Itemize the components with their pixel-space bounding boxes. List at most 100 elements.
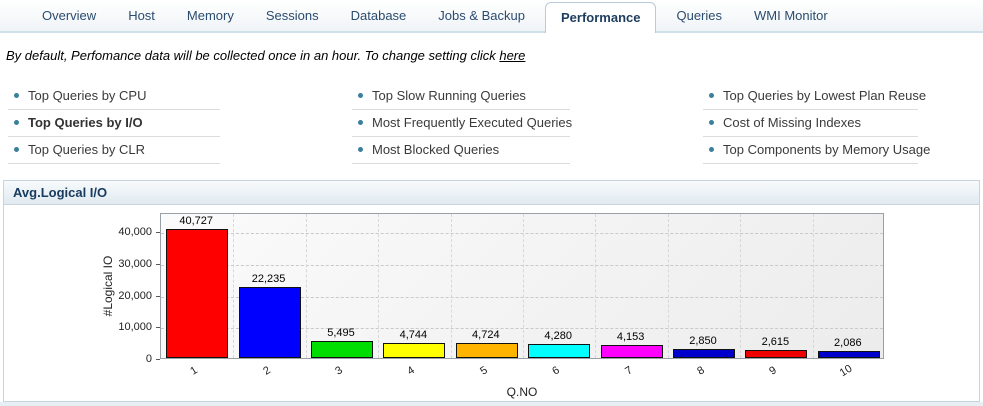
tab-jobs-backup[interactable]: Jobs & Backup	[438, 8, 525, 23]
x-tick-label: 10	[837, 362, 855, 380]
quick-link-cost-of-missing-indexes[interactable]: Cost of Missing Indexes	[703, 110, 918, 137]
chart-panel: Avg.Logical I/O 0 10,000 20,000 30,000 40,00…	[3, 180, 980, 402]
bullet-icon	[709, 147, 714, 152]
bar-q10[interactable]	[817, 351, 880, 358]
quick-link-label: Most Blocked Queries	[372, 142, 500, 157]
quick-link-label: Top Queries by CLR	[28, 142, 146, 157]
quick-link-label: Most Frequently Executed Queries	[372, 115, 573, 130]
bar-q2[interactable]	[238, 287, 301, 358]
tab-queries[interactable]: Queries	[676, 8, 723, 23]
bullet-icon	[358, 147, 363, 152]
gridline-vertical	[523, 214, 524, 358]
x-axis-title: Q.NO	[506, 385, 538, 399]
bar-value-label: 22,235	[251, 273, 286, 286]
bullet-icon	[358, 93, 363, 98]
bullet-icon	[14, 147, 19, 152]
quick-link-top-queries-by-i-o[interactable]: Top Queries by I/O	[8, 110, 220, 137]
bar-q6[interactable]	[528, 344, 591, 358]
x-tick-label: 4	[405, 364, 418, 378]
bar-value-label: 2,086	[834, 337, 862, 350]
y-tick-mark	[156, 359, 160, 360]
tab-host[interactable]: Host	[128, 8, 155, 23]
quick-links-column-2: Top Slow Running Queries Most Frequently …	[352, 83, 573, 164]
x-tick-label: 7	[622, 364, 635, 378]
x-tick-label: 6	[550, 364, 562, 378]
y-tick-label: 40,000	[118, 226, 152, 239]
tab-bar: Overview Host Memory Sessions Database Jobs &…	[0, 0, 983, 33]
gridline-vertical	[305, 214, 307, 358]
quick-link-label: Cost of Missing Indexes	[723, 115, 862, 130]
y-tick-mark	[156, 232, 160, 234]
quick-link-top-slow-running-queries[interactable]: Top Slow Running Queries	[352, 83, 570, 110]
plot-area	[160, 213, 884, 359]
y-axis-title: #Logical IO	[101, 255, 115, 317]
quick-link-label: Top Slow Running Queries	[372, 88, 526, 103]
tab-wmi-monitor[interactable]: WMI Monitor	[754, 8, 828, 23]
quick-link-top-queries-by-clr[interactable]: Top Queries by CLR	[8, 137, 220, 164]
quick-links-column-1: Top Queries by CPU Top Queries by I/O Top …	[8, 83, 220, 164]
x-tick-label: 8	[695, 364, 707, 378]
quick-links: Top Queries by CPU Top Queries by I/O Top …	[0, 83, 983, 164]
bar-value-label: 2,615	[761, 335, 790, 348]
bar-value-label: 5,495	[327, 326, 355, 339]
bar-q3[interactable]	[311, 340, 373, 358]
y-tick-label: 30,000	[118, 257, 152, 270]
bar-value-label: 4,153	[616, 330, 645, 343]
quick-link-most-frequently-executed-queries[interactable]: Most Frequently Executed Queries	[352, 110, 573, 137]
tab-memory[interactable]: Memory	[186, 8, 234, 23]
quick-link-label: Top Queries by Lowest Plan Reuse	[723, 88, 927, 103]
tab-database[interactable]: Database	[350, 8, 407, 23]
bar-value-label: 4,744	[399, 328, 428, 341]
bullet-icon	[14, 93, 19, 98]
gridline-vertical	[378, 214, 380, 358]
bar-q9[interactable]	[745, 349, 808, 358]
bar-q5[interactable]	[455, 343, 518, 358]
y-tick-mark	[156, 295, 160, 297]
bar-value-label: 4,724	[472, 329, 500, 341]
change-setting-link[interactable]: here	[499, 48, 526, 63]
tab-performance[interactable]: Performance	[545, 2, 657, 33]
panel-header: Avg.Logical I/O	[4, 181, 979, 205]
quick-link-top-queries-by-lowest-plan-reuse[interactable]: Top Queries by Lowest Plan Reuse	[703, 83, 926, 110]
bullet-icon	[709, 93, 714, 98]
bar-value-label: 4,280	[544, 330, 572, 343]
tab-sessions[interactable]: Sessions	[265, 8, 319, 23]
y-tick-mark	[156, 327, 160, 329]
quick-link-top-queries-by-cpu[interactable]: Top Queries by CPU	[8, 83, 220, 110]
bar-q8[interactable]	[673, 348, 735, 358]
note-text: By default, Perfomance data will be coll…	[6, 48, 496, 63]
quick-link-top-components-by-memory-usage[interactable]: Top Components by Memory Usage	[703, 137, 930, 164]
x-tick-label: 1	[188, 364, 200, 378]
gridline-horizontal	[161, 264, 883, 266]
x-tick-label: 2	[260, 364, 273, 378]
quick-link-most-blocked-queries[interactable]: Most Blocked Queries	[352, 137, 570, 164]
quick-link-label: Top Components by Memory Usage	[723, 142, 931, 157]
y-tick-label: 10,000	[118, 321, 152, 334]
gridline-horizontal	[161, 296, 883, 298]
gridline-vertical	[233, 214, 235, 358]
bullet-icon	[709, 120, 714, 125]
tab-overview[interactable]: Overview	[42, 8, 97, 23]
quick-links-column-3: Top Queries by Lowest Plan Reuse Cost of …	[703, 83, 930, 164]
gridline-vertical	[595, 214, 597, 358]
chart-area: 0 10,000 20,000 30,000 40,000 40,727 1 22,235 2 5…	[4, 205, 979, 401]
y-tick-mark	[156, 263, 160, 265]
gridline-vertical	[667, 214, 669, 358]
gridline-horizontal	[161, 328, 883, 330]
collection-note: By default, Perfomance data will be coll…	[6, 48, 983, 63]
bar-q4[interactable]	[383, 342, 446, 358]
quick-link-label: Top Queries by CPU	[28, 88, 147, 103]
gridline-vertical	[812, 214, 814, 358]
gridline-vertical	[740, 214, 742, 358]
y-tick-label: 20,000	[118, 289, 152, 302]
bar-q7[interactable]	[600, 344, 663, 358]
x-tick-label: 3	[333, 364, 345, 378]
bullet-icon	[14, 120, 19, 125]
bullet-icon	[358, 120, 363, 125]
y-tick-label: 0	[145, 353, 152, 365]
panel-title: Avg.Logical I/O	[13, 185, 108, 200]
gridline-vertical	[450, 214, 452, 358]
bar-q1[interactable]	[166, 228, 229, 358]
x-tick-label: 9	[767, 364, 780, 378]
